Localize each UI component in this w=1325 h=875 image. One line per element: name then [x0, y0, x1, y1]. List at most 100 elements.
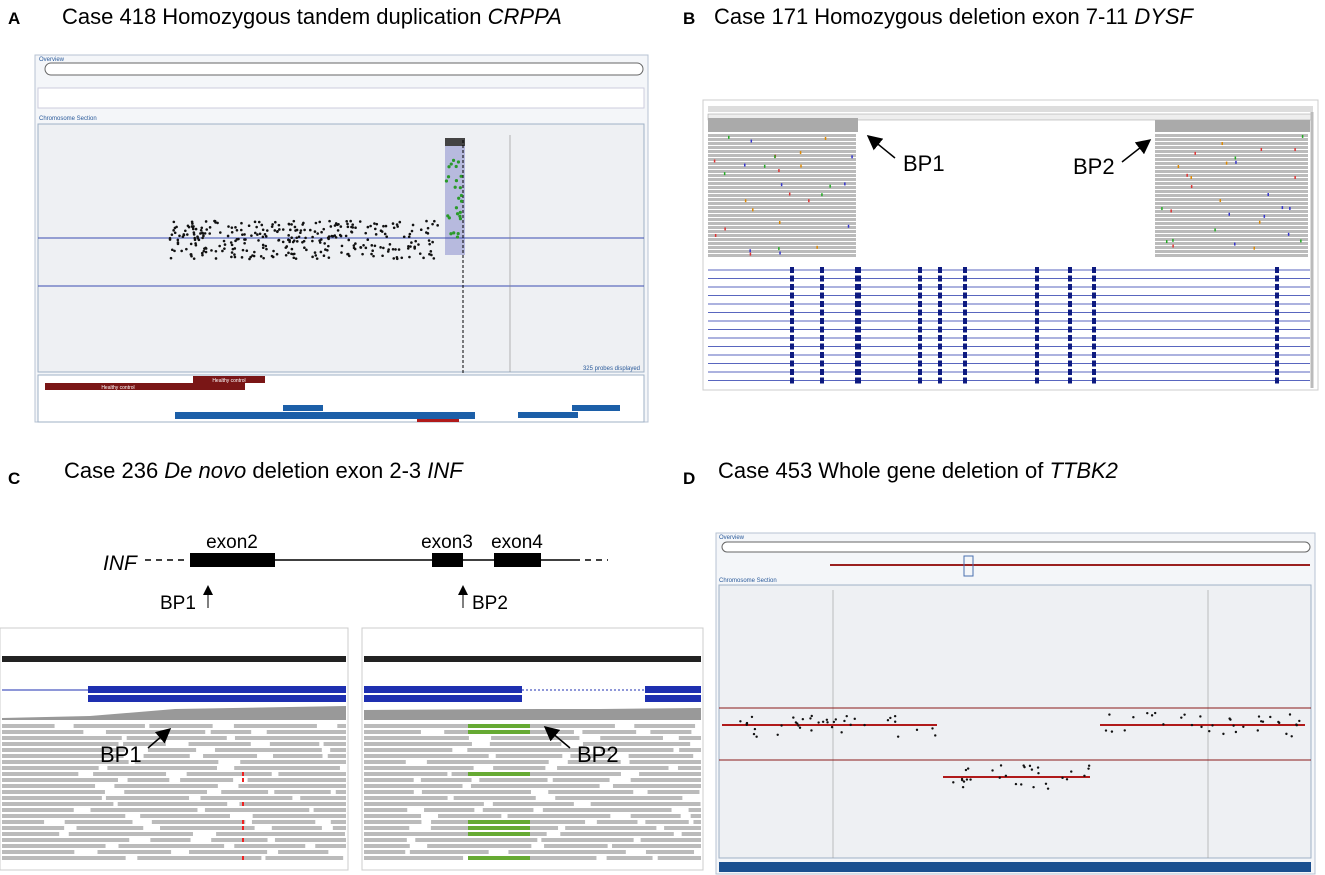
exon	[963, 369, 967, 375]
dot	[346, 252, 349, 256]
exon	[963, 267, 967, 273]
dot	[962, 780, 966, 783]
dot	[419, 228, 423, 231]
dot	[322, 227, 326, 231]
dot	[453, 185, 457, 189]
dot	[204, 246, 207, 250]
read	[507, 814, 611, 818]
read	[149, 724, 213, 728]
dot	[426, 226, 430, 230]
mismatch	[744, 163, 746, 167]
read	[2, 772, 79, 776]
exon	[1275, 335, 1279, 341]
track-label: Healthy control	[101, 385, 134, 391]
exon	[1035, 335, 1039, 341]
read	[364, 820, 422, 824]
dot	[233, 255, 237, 259]
dot	[454, 206, 459, 210]
exon	[1068, 301, 1072, 307]
breakpoint-label: BP2	[1073, 154, 1115, 179]
exon	[1092, 267, 1096, 273]
dot	[392, 257, 396, 260]
dot	[276, 229, 279, 233]
read	[645, 820, 689, 824]
mismatch	[847, 224, 850, 228]
read	[364, 790, 414, 794]
read	[1155, 138, 1308, 141]
read	[364, 850, 406, 854]
dot	[287, 238, 290, 242]
dot	[889, 716, 892, 720]
read	[708, 250, 856, 253]
dot	[849, 723, 852, 727]
dot	[287, 251, 290, 255]
read	[1155, 150, 1308, 153]
dot	[1030, 768, 1034, 771]
dot	[1256, 729, 1259, 732]
dot	[185, 247, 188, 251]
dot	[274, 220, 277, 224]
read	[708, 246, 856, 249]
dot	[422, 256, 425, 260]
dot	[289, 228, 292, 232]
dot	[253, 220, 257, 224]
dot	[1290, 735, 1293, 738]
read	[247, 778, 346, 782]
dot	[417, 243, 420, 246]
read	[1155, 226, 1308, 229]
dot	[261, 243, 265, 247]
mismatch	[728, 135, 730, 139]
dot	[350, 230, 354, 234]
read	[234, 844, 306, 848]
dot	[345, 219, 348, 223]
dot	[896, 735, 900, 738]
dot	[299, 231, 302, 235]
exon	[1068, 352, 1072, 358]
dot	[265, 247, 268, 251]
read	[118, 844, 225, 848]
exon	[918, 292, 922, 299]
dot	[170, 248, 174, 252]
read	[2, 790, 105, 794]
dot	[192, 257, 196, 260]
read	[105, 796, 190, 800]
read	[1155, 174, 1308, 177]
read	[1155, 186, 1308, 189]
mismatch	[714, 233, 717, 237]
breakpoint-label: BP1	[160, 593, 196, 614]
dot	[374, 233, 378, 236]
exon	[1275, 275, 1279, 282]
read	[2, 766, 99, 770]
read	[271, 826, 322, 830]
dot	[400, 256, 404, 260]
dot	[809, 717, 812, 720]
mismatch	[788, 192, 791, 196]
read	[708, 226, 856, 229]
dot	[176, 238, 180, 242]
dot	[1123, 729, 1126, 732]
dot	[1222, 732, 1225, 736]
dot	[454, 179, 459, 183]
exon	[790, 301, 794, 307]
dot	[1211, 724, 1214, 727]
read	[2, 736, 122, 740]
exon	[790, 309, 794, 316]
dot	[455, 212, 460, 216]
read	[482, 808, 534, 812]
dot	[264, 244, 268, 248]
exon	[963, 292, 967, 299]
mismatch	[749, 252, 752, 256]
exon	[1035, 352, 1039, 358]
read	[1155, 194, 1308, 197]
read	[364, 724, 481, 728]
dot	[382, 224, 385, 228]
mismatch	[1190, 176, 1192, 180]
dot	[222, 239, 226, 243]
read	[1155, 190, 1308, 193]
dot	[411, 223, 415, 227]
dot	[361, 252, 364, 256]
dot	[243, 238, 246, 241]
exon	[963, 284, 967, 290]
read	[151, 820, 246, 824]
read	[634, 724, 696, 728]
